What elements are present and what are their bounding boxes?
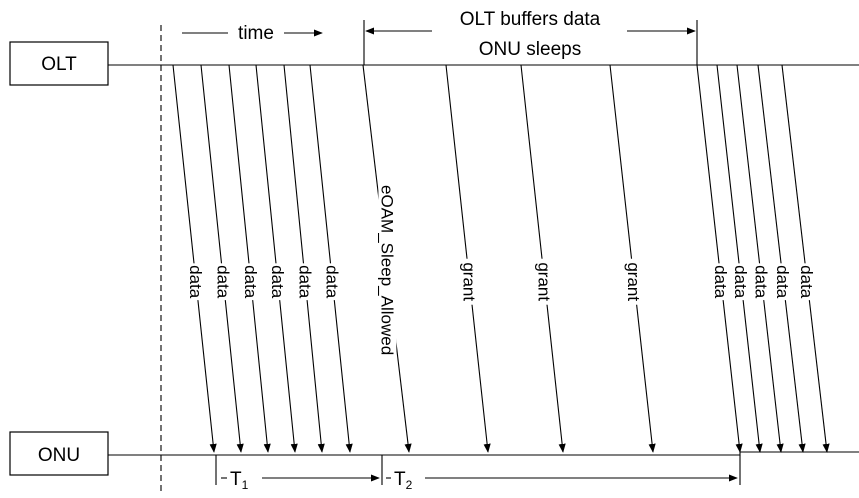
message-data-1: data — [172, 64, 217, 453]
message-data-5: data — [283, 64, 325, 453]
time-label: time — [238, 23, 274, 44]
message-data-10: data — [757, 64, 806, 453]
message-label-data-9: data — [752, 265, 771, 299]
olt-buffers-label: OLT buffers data — [460, 9, 601, 30]
message-label-bg-data-8 — [732, 263, 751, 301]
message-label-data-4: data — [268, 265, 287, 299]
onu-label: ONU — [38, 445, 80, 466]
message-label-bg-data-7 — [712, 263, 731, 301]
message-data-2: data — [200, 64, 244, 453]
message-label-bg-data-9 — [752, 263, 771, 301]
message-label-data-11: data — [797, 265, 816, 299]
message-arrow-data-10 — [757, 64, 806, 453]
message-arrow-data-5 — [283, 64, 325, 453]
message-data-8: data — [716, 64, 763, 453]
olt-node: OLT — [9, 41, 109, 86]
onu-timeline — [108, 451, 859, 456]
message-arrows: data data data data data data eOAM_Sleep_Allow… — [172, 64, 830, 453]
message-arrow-grant-3 — [609, 64, 656, 453]
message-label-bg-data-5 — [296, 263, 315, 301]
message-label-bg-data-11 — [798, 263, 817, 301]
message-label-data-7: data — [711, 265, 730, 299]
message-label-data-2: data — [213, 265, 232, 299]
message-data-9: data — [736, 64, 784, 453]
message-label-data-6: data — [322, 265, 341, 299]
message-label-bg-data-2 — [214, 263, 233, 301]
message-label-grant-3: grant — [624, 262, 643, 301]
message-arrow-data-8 — [716, 64, 763, 453]
message-grant-1: grant — [445, 64, 491, 453]
message-arrow-data-6 — [309, 64, 353, 453]
message-data-6: data — [309, 64, 353, 453]
message-label-data-10: data — [773, 265, 792, 299]
message-data-11: data — [781, 64, 830, 453]
onu-node: ONU — [9, 431, 109, 476]
message-label-grant-2: grant — [535, 262, 554, 301]
message-grant-2: grant — [520, 64, 566, 453]
message-data-3: data — [228, 64, 271, 453]
message-label-bg-data-6 — [323, 263, 342, 301]
message-label-data-3: data — [241, 265, 260, 299]
message-arrow-grant-1 — [445, 64, 491, 453]
message-arrow-data-4 — [255, 64, 298, 453]
message-label-bg-grant-1 — [460, 258, 479, 305]
t2-letter: T — [394, 469, 406, 490]
message-data-4: data — [255, 64, 298, 453]
message-label-bg-eoam-sleep-allowed — [378, 187, 397, 353]
message-label-eoam-sleep-allowed: eOAM_Sleep_Allowed — [377, 185, 396, 355]
message-data-7: data — [696, 64, 743, 453]
t2-label: T2 — [394, 469, 413, 492]
onu-sleeps-label: ONU sleeps — [479, 39, 581, 60]
t2-subscript: 2 — [406, 478, 413, 492]
t1-label: T1 — [230, 469, 249, 492]
message-label-data-8: data — [731, 265, 750, 299]
message-label-bg-data-4 — [268, 263, 287, 301]
message-grant-3: grant — [609, 64, 656, 453]
message-arrow-data-11 — [781, 64, 830, 453]
message-label-bg-data-3 — [241, 263, 260, 301]
message-label-grant-1: grant — [460, 262, 479, 301]
message-label-bg-data-1 — [186, 263, 205, 301]
t1-subscript: 1 — [242, 478, 249, 492]
message-arrow-grant-2 — [520, 64, 566, 453]
message-label-bg-grant-3 — [625, 258, 644, 305]
t1-letter: T — [230, 469, 242, 490]
message-eoam-sleep-allowed: eOAM_Sleep_Allowed — [362, 64, 412, 453]
message-label-bg-grant-2 — [535, 258, 554, 305]
message-label-data-1: data — [186, 265, 205, 299]
message-arrow-data-9 — [736, 64, 784, 453]
message-arrow-data-3 — [228, 64, 271, 453]
message-arrow-data-7 — [696, 64, 743, 453]
message-label-data-5: data — [295, 265, 314, 299]
message-arrow-data-2 — [200, 64, 244, 453]
message-label-bg-data-10 — [774, 263, 793, 301]
olt-label: OLT — [41, 54, 77, 75]
message-arrow-data-1 — [172, 64, 217, 453]
